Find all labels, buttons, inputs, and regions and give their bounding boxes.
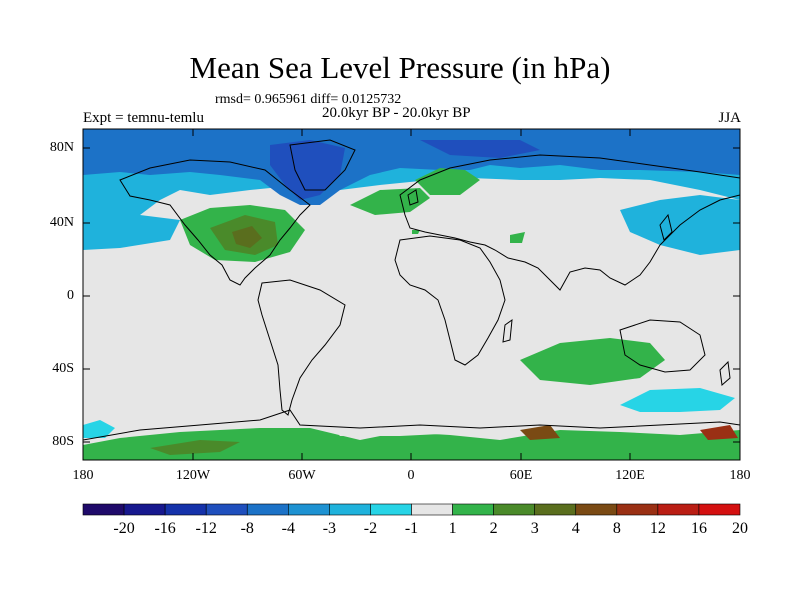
southern-cyan-patch-east: [620, 388, 735, 412]
y-label-40n: 40N: [49, 215, 74, 230]
south-america-outline: [257, 279, 346, 416]
atlantic-green-high: [350, 188, 430, 215]
pressure-field: [83, 129, 740, 460]
colorbar-label: 16: [690, 520, 707, 537]
colorbar-swatch: [411, 503, 453, 516]
season-label: JJA: [718, 110, 741, 126]
y-label-80n: 80N: [49, 140, 74, 155]
mideast-green-1: [510, 232, 525, 243]
eurasia-outline: [399, 154, 740, 291]
x-label-0: 0: [407, 468, 415, 483]
colorbar-label: -12: [195, 520, 217, 537]
y-label-80s: 80S: [52, 434, 74, 449]
x-label-120e: 120E: [615, 468, 645, 483]
greenland-dark-blue: [270, 140, 345, 200]
madagascar-outline: [502, 318, 513, 343]
colorbar-label: 2: [489, 520, 498, 537]
scandinavia-green: [415, 168, 480, 195]
uk-outline: [407, 189, 419, 206]
colorbar-swatch: [123, 503, 166, 516]
new-zealand-outline: [719, 360, 731, 386]
colorbar-label: -16: [154, 520, 176, 537]
africa-outline: [394, 235, 506, 366]
colorbar-swatch: [493, 503, 535, 516]
colorbar-label: -4: [281, 520, 295, 537]
north-america-brown-core: [232, 226, 262, 248]
colorbar-label: -1: [404, 520, 419, 537]
x-label-60w: 60W: [288, 468, 316, 483]
colorbar-swatch: [82, 503, 125, 516]
colorbar-label: -20: [113, 520, 135, 537]
x-label-180w: 180: [72, 468, 94, 483]
colorbar-swatch: [164, 503, 207, 516]
colorbar-swatch: [698, 503, 741, 516]
south-indian-green-high: [520, 338, 665, 385]
stats-text: rmsd= 0.965961 diff= 0.0125732: [215, 92, 402, 107]
colorbar-swatch: [452, 503, 494, 516]
southern-cyan-patch-west: [83, 420, 115, 438]
coastlines: [83, 139, 740, 441]
antarctica-outline: [83, 409, 740, 441]
colorbar-swatch: [616, 503, 659, 516]
y-label-0: 0: [67, 288, 74, 303]
japan-outline: [659, 213, 673, 241]
colorbar-label: -8: [240, 520, 254, 537]
colorbar-label: 20: [732, 520, 748, 537]
antarctic-red-patch: [700, 425, 738, 440]
colorbar-label: 4: [571, 520, 580, 537]
north-america-outline: [119, 159, 311, 286]
colorbar-label: 12: [649, 520, 666, 537]
colorbar: [82, 503, 741, 516]
experiment-label: Expt = temnu-temlu: [83, 110, 204, 126]
chart-title: Mean Sea Level Pressure (in hPa): [189, 50, 611, 85]
colorbar-label: 1: [448, 520, 457, 537]
y-label-40s: 40S: [52, 361, 74, 376]
antarctic-brown-patch: [520, 425, 560, 440]
colorbar-label: -2: [363, 520, 378, 537]
mideast-green-2: [412, 230, 420, 234]
greenland-outline: [289, 139, 356, 191]
x-label-120w: 120W: [175, 468, 211, 483]
antarctic-white-strip: [330, 420, 480, 436]
colorbar-label: -3: [322, 520, 337, 537]
colorbar-swatch: [657, 503, 700, 516]
australia-outline: [619, 319, 706, 373]
colorbar-swatch: [534, 503, 577, 516]
arctic-dark-blue-east: [420, 140, 540, 158]
colorbar-swatch: [329, 503, 371, 516]
arctic-blue-region: [83, 129, 740, 205]
x-label-60e: 60E: [509, 468, 533, 483]
colorbar-swatch: [575, 503, 618, 516]
colorbar-swatch: [246, 503, 289, 516]
colorbar-label: 8: [612, 520, 621, 537]
antarctic-dark-green: [150, 440, 240, 455]
colorbar-swatch: [370, 503, 412, 516]
colorbar-swatch: [205, 503, 248, 516]
axis-ticks: [82, 129, 741, 460]
period-label: 20.0kyr BP - 20.0kyr BP: [322, 105, 471, 121]
x-label-180e: 180: [729, 468, 751, 483]
antarctic-green-band: [83, 428, 740, 460]
colorbar-label: 3: [530, 520, 539, 537]
colorbar-swatch: [288, 503, 330, 516]
